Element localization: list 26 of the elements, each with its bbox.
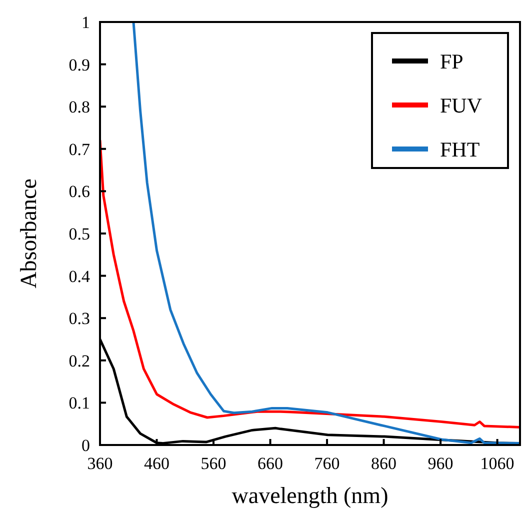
x-tick-label: 560 bbox=[200, 454, 226, 473]
line-series bbox=[100, 139, 520, 428]
legend-label: FUV bbox=[440, 93, 482, 118]
x-tick-label: 460 bbox=[144, 454, 170, 473]
y-tick-label: 0.8 bbox=[68, 98, 90, 117]
line-series bbox=[132, 22, 520, 445]
y-tick-label: 0.5 bbox=[68, 224, 90, 244]
y-tick-label: 0.3 bbox=[68, 309, 90, 328]
x-tick-label: 860 bbox=[371, 454, 397, 473]
x-axis-title: wavelength (nm) bbox=[232, 483, 388, 508]
x-tick-label: 360 bbox=[87, 454, 113, 473]
y-tick-label: 0 bbox=[82, 436, 90, 455]
legend-label: FP bbox=[440, 49, 464, 74]
y-tick-label: 0.9 bbox=[68, 55, 90, 74]
y-tick-label: 0.1 bbox=[68, 394, 90, 413]
y-tick-label: 0.2 bbox=[68, 351, 90, 370]
x-tick-label: 660 bbox=[258, 454, 284, 473]
x-tick-label: 960 bbox=[428, 454, 454, 473]
y-tick-label: 1 bbox=[82, 12, 90, 32]
y-axis-title: Absorbance bbox=[16, 178, 41, 288]
x-tick-label: 1060 bbox=[480, 454, 514, 473]
y-tick-label: 0.7 bbox=[68, 140, 90, 159]
y-tick-label: 0.6 bbox=[68, 182, 90, 202]
x-tick-label: 760 bbox=[314, 454, 340, 473]
y-tick-label: 0.4 bbox=[68, 266, 90, 286]
legend-label: FHT bbox=[440, 137, 480, 162]
